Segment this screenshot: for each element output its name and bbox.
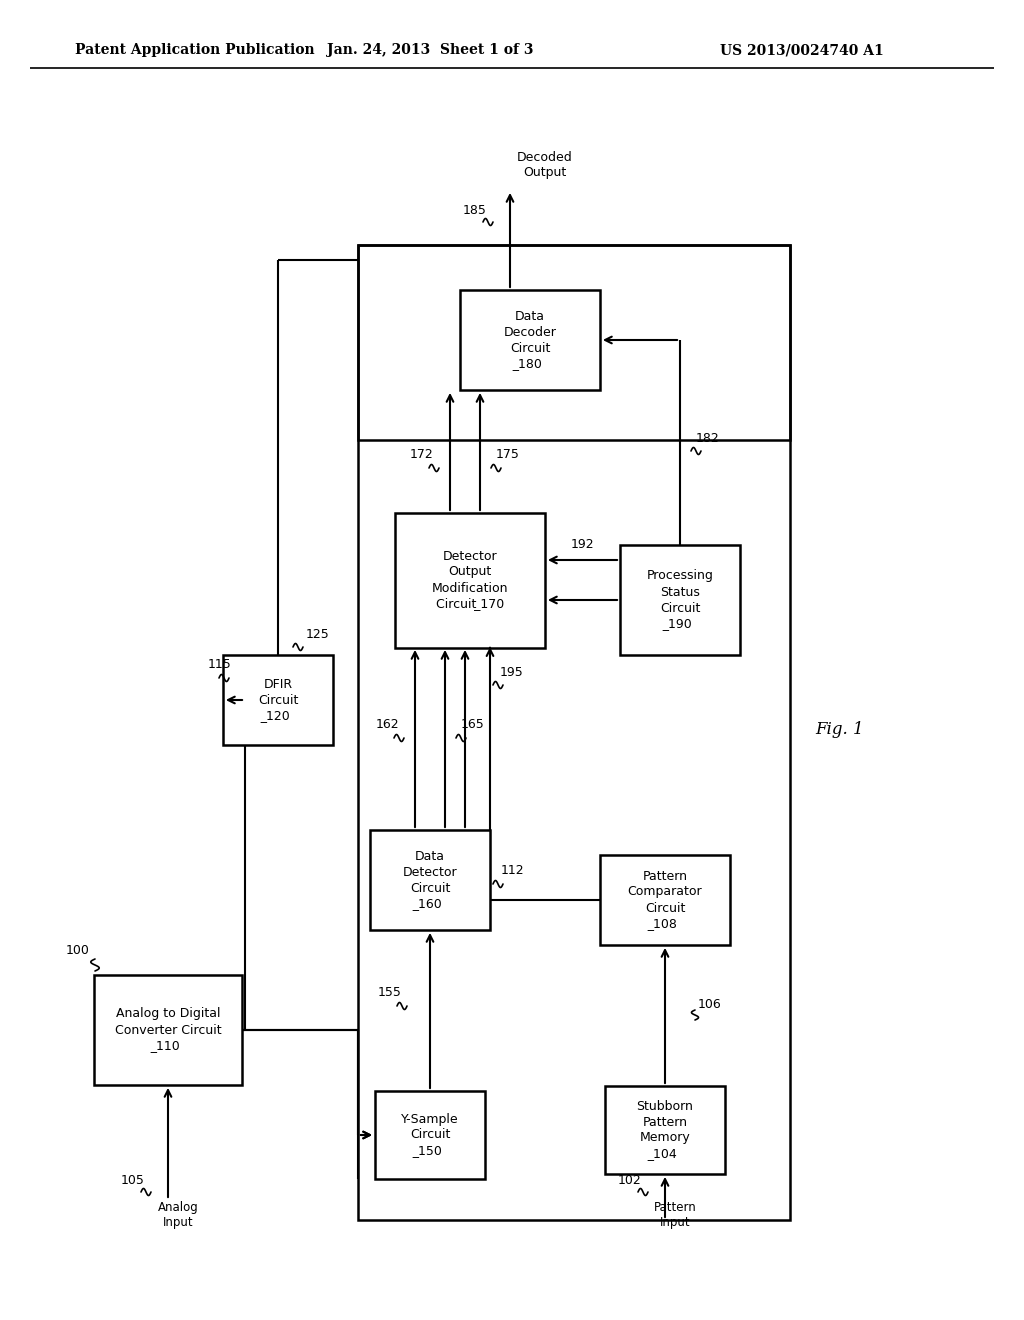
Text: DFIR
Circuit
̲120: DFIR Circuit ̲120	[258, 677, 298, 722]
Text: Stubborn
Pattern
Memory
̲104: Stubborn Pattern Memory ̲104	[637, 1100, 693, 1160]
Bar	[375, 1092, 485, 1179]
Bar	[358, 246, 790, 440]
Text: Pattern
Input: Pattern Input	[653, 1201, 696, 1229]
Bar	[460, 290, 600, 389]
Text: Decoded
Output: Decoded Output	[517, 150, 572, 180]
Text: US 2013/0024740 A1: US 2013/0024740 A1	[720, 44, 884, 57]
Text: Analog
Input: Analog Input	[158, 1201, 199, 1229]
Text: 165: 165	[461, 718, 485, 731]
Text: 112: 112	[500, 863, 524, 876]
Text: 106: 106	[698, 998, 722, 1011]
Bar	[395, 512, 545, 648]
Text: 172: 172	[411, 449, 434, 462]
Text: 155: 155	[378, 986, 402, 999]
Text: 100: 100	[67, 944, 90, 957]
Text: 175: 175	[496, 449, 520, 462]
Text: Detector
Output
Modification
Circuit ̲170: Detector Output Modification Circuit ̲17…	[432, 549, 508, 610]
Bar	[620, 545, 740, 655]
Text: 115: 115	[208, 659, 231, 672]
Text: 125: 125	[306, 628, 330, 642]
Text: Data
Decoder
Circuit
̲180: Data Decoder Circuit ̲180	[504, 309, 556, 371]
Bar	[94, 975, 242, 1085]
Bar	[605, 1086, 725, 1173]
Bar	[370, 830, 490, 931]
Text: 195: 195	[500, 665, 524, 678]
Text: 162: 162	[375, 718, 398, 731]
Text: 105: 105	[121, 1173, 145, 1187]
Text: 102: 102	[618, 1173, 642, 1187]
Text: Fig. 1: Fig. 1	[816, 722, 864, 738]
Bar	[600, 855, 730, 945]
Text: 192: 192	[570, 537, 594, 550]
Text: Y-Sample
Circuit
̲150: Y-Sample Circuit ̲150	[401, 1113, 459, 1158]
Text: Analog to Digital
Converter Circuit
̲110: Analog to Digital Converter Circuit ̲110	[115, 1007, 221, 1052]
Text: Processing
Status
Circuit
̲190: Processing Status Circuit ̲190	[646, 569, 714, 631]
Text: Jan. 24, 2013  Sheet 1 of 3: Jan. 24, 2013 Sheet 1 of 3	[327, 44, 534, 57]
Text: Data
Detector
Circuit
̲160: Data Detector Circuit ̲160	[402, 850, 458, 911]
Text: Pattern
Comparator
Circuit
̲108: Pattern Comparator Circuit ̲108	[628, 870, 702, 931]
Text: 182: 182	[696, 432, 720, 445]
Bar	[358, 246, 790, 1220]
Text: Patent Application Publication: Patent Application Publication	[75, 44, 314, 57]
Text: 185: 185	[463, 203, 487, 216]
Bar	[223, 655, 333, 744]
